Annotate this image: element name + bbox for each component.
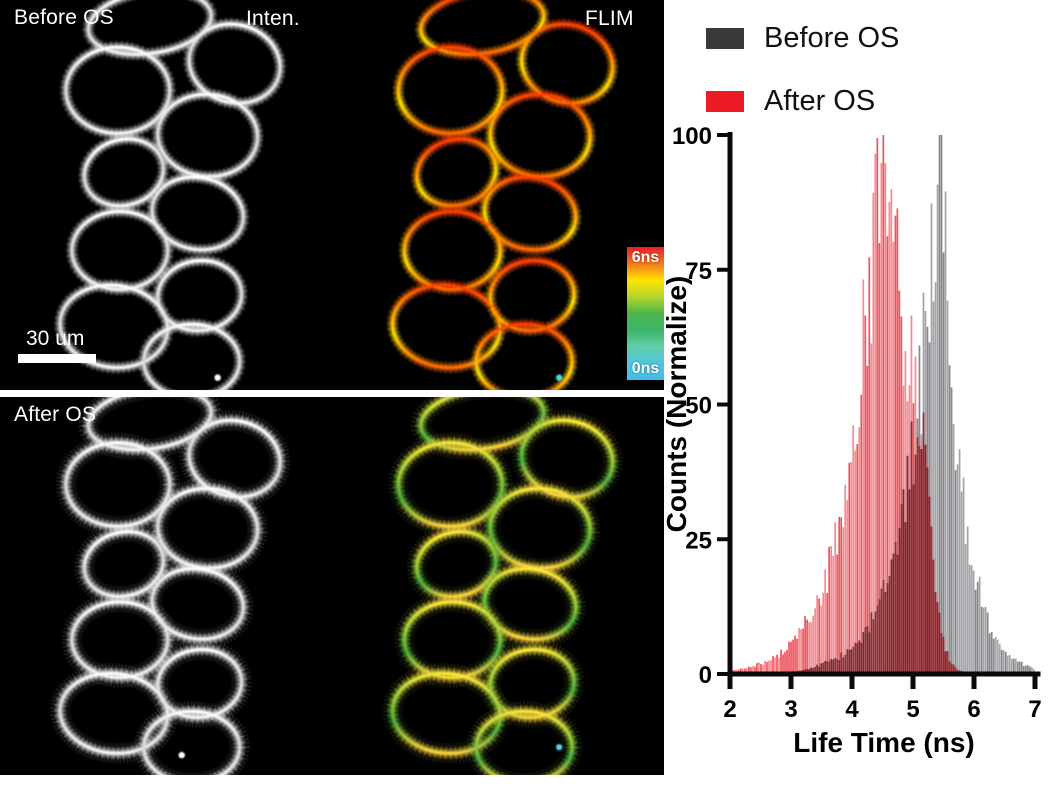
microscopy-image-after-os <box>50 397 623 775</box>
legend-item-after-os: After OS <box>706 85 899 118</box>
axis-ticks <box>717 133 1038 689</box>
legend-label-after-os: After OS <box>764 85 876 117</box>
legend-swatch-before-os <box>706 28 744 49</box>
legend-label-before-os: Before OS <box>764 22 900 54</box>
svg-text:0: 0 <box>699 662 712 689</box>
panel-label-before-os: Before OS <box>14 6 114 29</box>
svg-text:50: 50 <box>685 393 712 420</box>
svg-text:25: 25 <box>685 527 712 554</box>
panel-label-intensity: Inten. <box>246 7 300 30</box>
svg-text:100: 100 <box>672 123 712 150</box>
histogram-bars <box>730 135 1035 675</box>
svg-text:7: 7 <box>1028 696 1041 723</box>
scale-bar-label: 30 um <box>26 327 85 350</box>
lifetime-histogram-plot: 0 25 50 75 100 2 3 4 5 6 7 Counts (Normalize) Life… <box>664 123 1042 758</box>
y-axis-title: Counts (Normalize) <box>664 276 692 533</box>
legend-item-before-os: Before OS <box>706 22 899 55</box>
axis-tick-labels: 0 25 50 75 100 2 3 4 5 6 7 <box>672 123 1042 723</box>
svg-text:75: 75 <box>685 258 712 285</box>
histogram-section: Before OS After OS 0 25 50 75 100 2 3 4 5 6 7 Coun… <box>664 0 1052 788</box>
panel-before-os: Before OS Inten. FLIM 30 um 6ns 0ns <box>0 0 664 390</box>
scale-bar: 30 um <box>18 327 96 363</box>
legend-swatch-after-os <box>706 91 744 112</box>
colorbar-max-label: 6ns <box>631 249 660 266</box>
svg-text:4: 4 <box>845 696 859 723</box>
svg-text:2: 2 <box>723 696 736 723</box>
panel-label-after-os: After OS <box>14 403 97 426</box>
x-axis-title: Life Time (ns) <box>793 727 975 758</box>
svg-text:6: 6 <box>967 696 980 723</box>
plot-axes <box>727 132 1041 677</box>
svg-text:5: 5 <box>906 696 919 723</box>
flim-lifetime-colorbar: 6ns 0ns <box>627 247 664 380</box>
svg-text:3: 3 <box>784 696 797 723</box>
panel-label-flim: FLIM <box>585 7 634 30</box>
chart-legend: Before OS After OS <box>706 22 899 148</box>
colorbar-min-label: 0ns <box>631 360 660 377</box>
scale-bar-line <box>18 354 96 363</box>
panel-after-os: After OS <box>0 397 664 775</box>
microscopy-image-before-os <box>54 0 619 390</box>
